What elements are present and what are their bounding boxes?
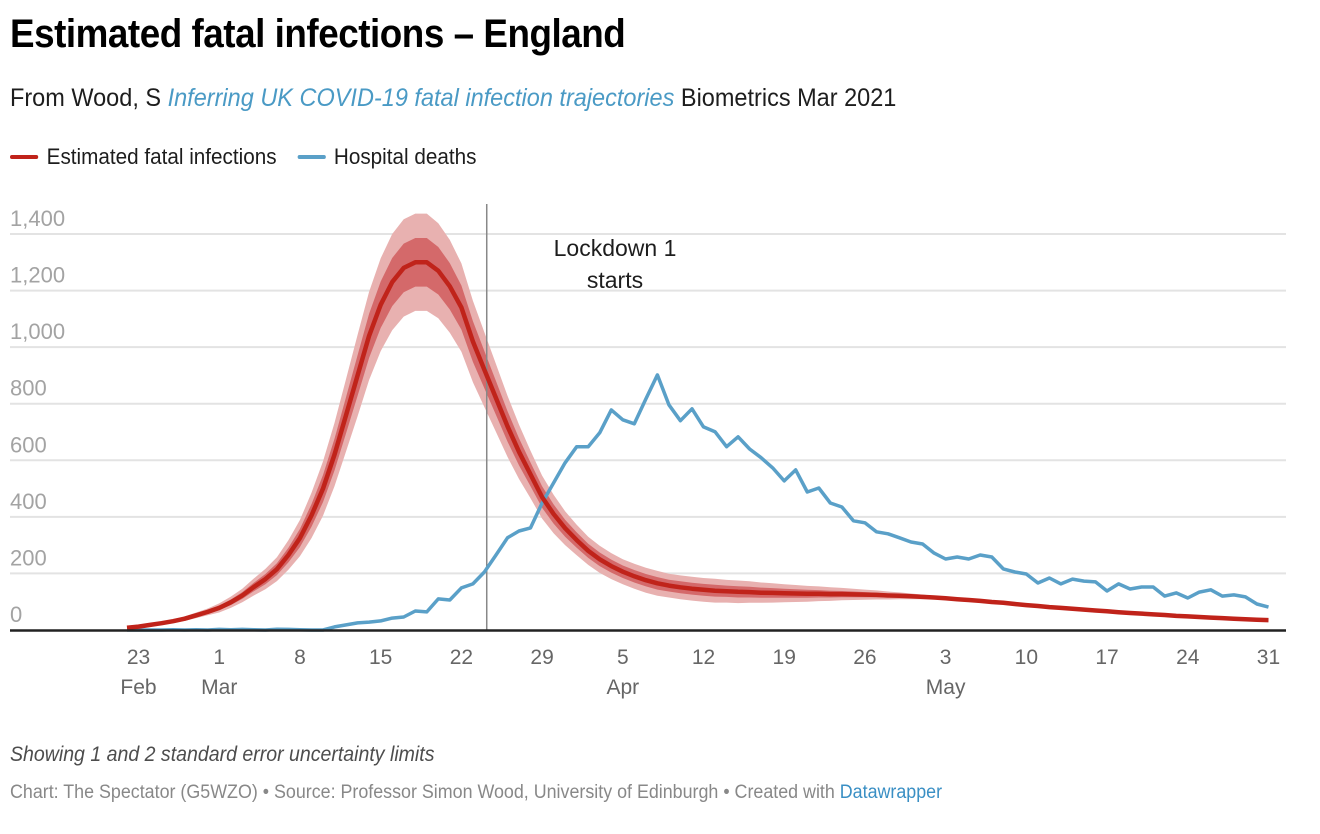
legend: Estimated fatal infections Hospital deat… [10, 144, 497, 170]
x-axis-ticks: 23 Feb 1 Mar 8 15 22 29 5 Apr 12 19 26 3 May 10 17 24 31 [120, 646, 1280, 699]
gridlines [10, 233, 1286, 575]
x-tick-label: 23 [127, 646, 150, 669]
y-axis-ticks: 0 200 400 600 800 1,000 1,200 1,400 [10, 206, 65, 627]
y-tick-label: 1,200 [10, 263, 65, 288]
series-line-estimated-fatal-infections [126, 260, 1269, 630]
y-tick-label: 600 [10, 432, 47, 457]
datawrapper-link[interactable]: Datawrapper [839, 782, 943, 803]
y-tick-label: 400 [10, 489, 47, 514]
x-tick-month-label: Feb [120, 676, 156, 699]
x-tick-label: 1 [213, 646, 225, 669]
x-tick-label: 29 [530, 646, 553, 669]
y-tick-label: 0 [10, 602, 22, 627]
y-tick-label: 200 [10, 545, 47, 570]
legend-swatch-fatal-infections [10, 155, 39, 159]
paper-link[interactable]: Inferring UK COVID-19 fatal infection tr… [167, 84, 675, 112]
x-tick-label: 3 [940, 646, 952, 669]
uncertainty-bands [127, 213, 1269, 629]
x-tick-label: 15 [369, 646, 392, 669]
legend-label: Estimated fatal infections [46, 144, 277, 169]
x-tick-month-label: May [926, 676, 966, 699]
x-tick-label: 12 [692, 646, 715, 669]
line-chart: 0 200 400 600 800 1,000 1,200 1,400 23 Feb 1 Mar 8 1… [10, 204, 1286, 699]
x-tick-label: 8 [294, 646, 306, 669]
x-tick-label: 19 [773, 646, 796, 669]
chart-subtitle: From Wood, S Inferring UK COVID-19 fatal… [10, 84, 896, 113]
subtitle-prefix: From Wood, S [10, 84, 168, 112]
x-tick-label: 10 [1015, 646, 1038, 669]
band-1-standard-error [127, 238, 1269, 628]
x-tick-label: 17 [1095, 646, 1118, 669]
legend-swatch-hospital-deaths [297, 155, 326, 159]
legend-item-fatal-infections: Estimated fatal infections [10, 144, 277, 170]
legend-label: Hospital deaths [333, 144, 477, 169]
chart-note: Showing 1 and 2 standard error uncertain… [10, 743, 435, 766]
band-2-standard-errors [127, 213, 1269, 629]
y-tick-label: 1,400 [10, 206, 65, 231]
x-tick-label: 24 [1176, 646, 1200, 669]
x-tick-month-label: Apr [606, 676, 639, 699]
x-tick-label: 26 [853, 646, 876, 669]
x-tick-label: 22 [450, 646, 473, 669]
y-tick-label: 800 [10, 376, 47, 401]
subtitle-suffix: Biometrics Mar 2021 [674, 84, 897, 112]
x-tick-label: 5 [617, 646, 629, 669]
annotation-lockdown-line2: starts [587, 267, 643, 293]
legend-item-hospital-deaths: Hospital deaths [297, 144, 476, 170]
annotation-lockdown-line1: Lockdown 1 [554, 235, 677, 261]
chart-footer: Chart: The Spectator (G5WZO) • Source: P… [10, 782, 942, 804]
footer-credit: Chart: The Spectator (G5WZO) • Source: P… [10, 782, 840, 803]
x-tick-month-label: Mar [201, 676, 237, 699]
chart-title: Estimated fatal infections – England [10, 12, 626, 56]
x-tick-label: 31 [1257, 646, 1280, 669]
y-tick-label: 1,000 [10, 319, 65, 344]
